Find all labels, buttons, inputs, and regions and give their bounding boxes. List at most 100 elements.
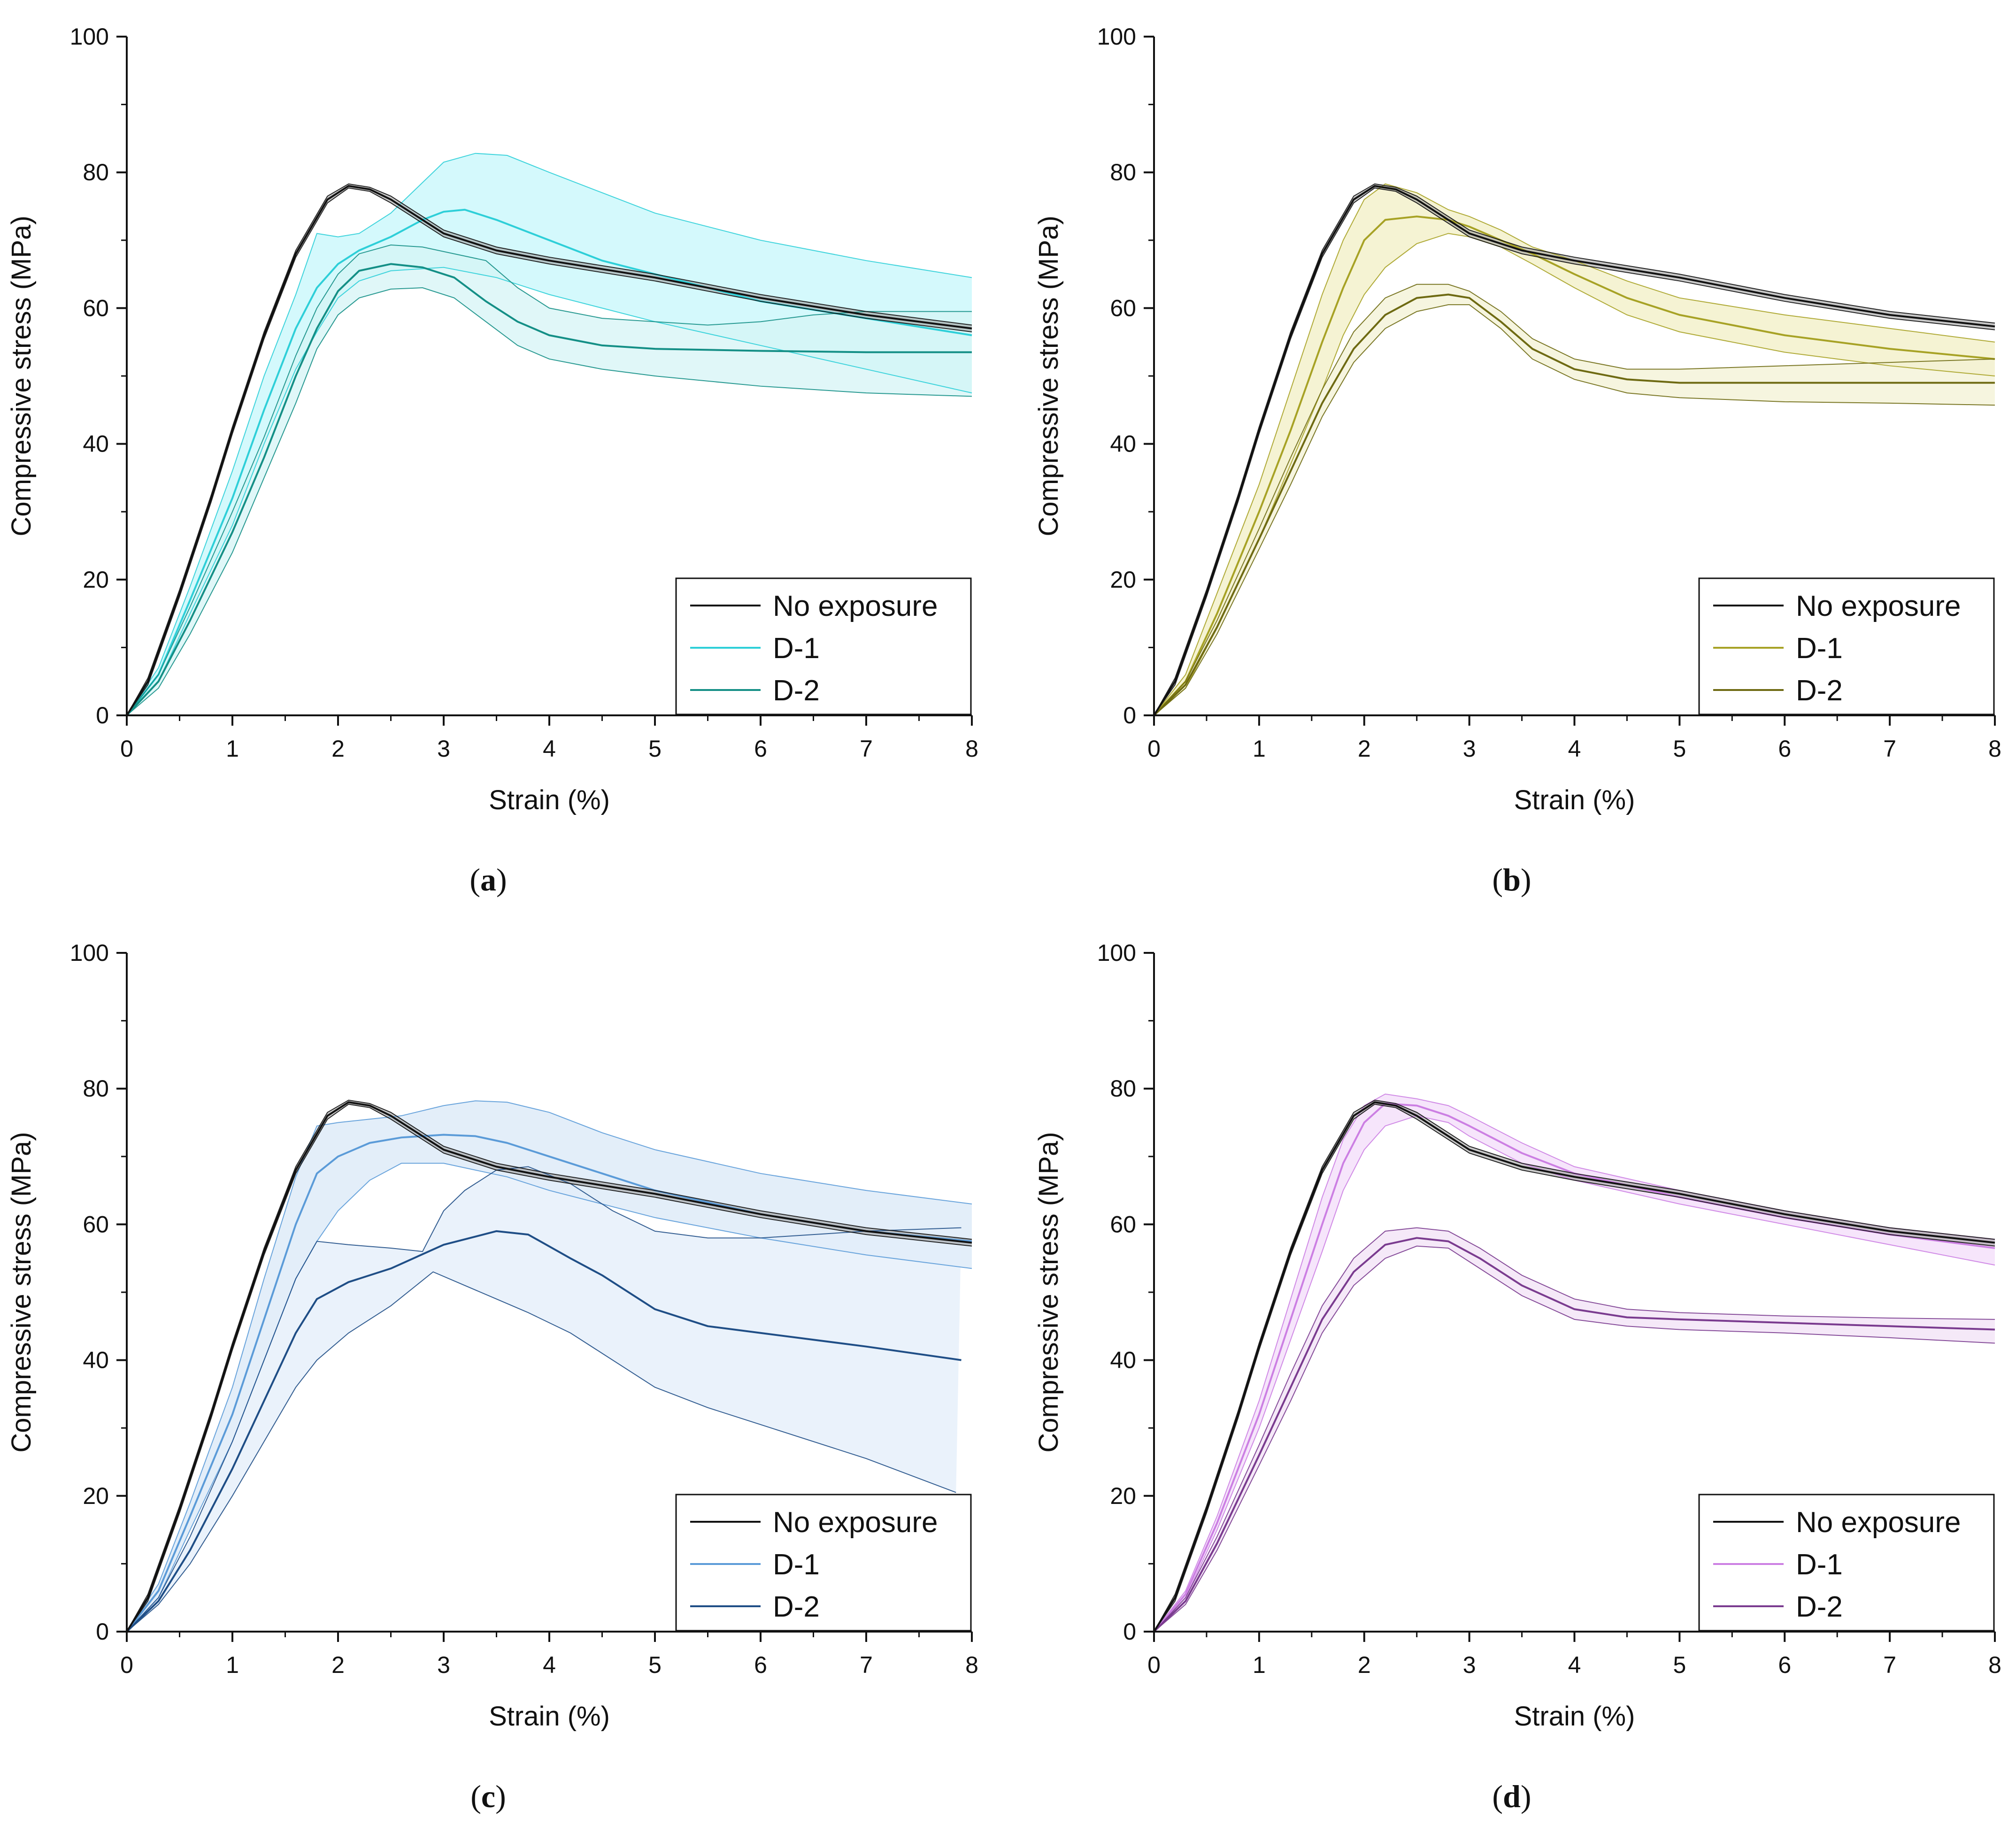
band-d-1-b [1154, 184, 1995, 716]
series-line-no-exposure-b [1153, 185, 1995, 716]
x-tick-label-c-5: 5 [648, 1652, 662, 1678]
x-tick-label-c-6: 6 [754, 1652, 767, 1678]
legend-label-d-1-d: D-1 [1796, 1549, 1843, 1581]
legend-label-d-2-a: D-2 [773, 675, 820, 707]
x-tick-label-a-7: 7 [860, 736, 873, 762]
caption-open-paren: ( [470, 1779, 481, 1814]
x-tick-label-d-4: 4 [1568, 1652, 1581, 1678]
series-line-d-2-d [1153, 1237, 1995, 1633]
band-edge-upper-no-exposure-c [126, 1099, 972, 1632]
x-tick-label-c-1: 1 [226, 1652, 239, 1678]
legend-label-d-1-c: D-1 [773, 1549, 820, 1581]
y-tick-label-b-60: 60 [1110, 295, 1136, 321]
x-tick-label-b-6: 6 [1778, 736, 1791, 762]
caption-open-paren: ( [469, 862, 480, 897]
band-d-2-a [127, 245, 972, 715]
band-edge-upper-d-1-c [126, 1100, 972, 1632]
series-line-no-exposure-c [126, 1101, 972, 1633]
band-d-2-b [1154, 284, 1995, 715]
y-axis-label-b: Compressive stress (MPa) [1033, 215, 1064, 536]
y-axis-label-a: Compressive stress (MPa) [6, 215, 37, 536]
band-edge-lower-d-2-b [1154, 304, 1995, 716]
x-tick-label-d-2: 2 [1358, 1652, 1371, 1678]
x-axis-label-c: Strain (%) [489, 1701, 610, 1732]
caption-letter: c [481, 1779, 495, 1814]
panel-caption-b: (b) [1492, 862, 1531, 897]
legend-a: No exposure D-1 D-2 [675, 577, 972, 715]
legend-label-d-2-b: D-2 [1796, 675, 1843, 707]
x-tick-label-b-0: 0 [1147, 736, 1161, 762]
series-line-d-2-a [126, 263, 972, 716]
y-tick-label-b-40: 40 [1110, 431, 1136, 457]
x-tick-label-b-8: 8 [1988, 736, 2001, 762]
legend-label-d-2-d: D-2 [1796, 1591, 1843, 1623]
x-tick-label-d-8: 8 [1988, 1652, 2001, 1678]
panel-caption-d: (d) [1492, 1779, 1531, 1814]
band-edge-lower-d-1-d [1154, 1115, 1995, 1632]
y-tick-label-b-0: 0 [1123, 702, 1136, 728]
caption-close-paren: ) [495, 1779, 506, 1814]
y-tick-label-d-100: 100 [1097, 940, 1136, 966]
y-tick-label-c-20: 20 [83, 1483, 109, 1509]
x-tick-label-c-8: 8 [965, 1652, 978, 1678]
band-edge-upper-d-1-b [1154, 183, 1995, 716]
x-tick-label-b-3: 3 [1463, 736, 1476, 762]
caption-close-paren: ) [1521, 1779, 1531, 1814]
x-tick-label-b-2: 2 [1358, 736, 1371, 762]
band-edge-lower-d-2-a [126, 287, 972, 716]
band-edge-lower-no-exposure-c [126, 1104, 972, 1632]
y-tick-label-d-0: 0 [1123, 1618, 1136, 1645]
y-tick-label-a-100: 100 [70, 23, 109, 50]
series-line-no-exposure-d [1153, 1101, 1995, 1633]
caption-letter: a [480, 862, 496, 897]
y-tick-label-c-0: 0 [96, 1618, 109, 1645]
legend-c: No exposure D-1 D-2 [675, 1494, 972, 1632]
caption-letter: b [1503, 862, 1521, 897]
y-tick-label-a-20: 20 [83, 567, 109, 593]
y-tick-label-b-80: 80 [1110, 159, 1136, 185]
x-tick-label-d-6: 6 [1778, 1652, 1791, 1678]
band-edge-upper-no-exposure-d [1154, 1099, 1995, 1632]
caption-open-paren: ( [1492, 1779, 1503, 1814]
y-tick-label-d-80: 80 [1110, 1075, 1136, 1102]
caption-open-paren: ( [1492, 862, 1503, 897]
x-tick-label-a-2: 2 [331, 736, 345, 762]
y-tick-label-d-40: 40 [1110, 1347, 1136, 1373]
x-tick-label-b-5: 5 [1673, 736, 1686, 762]
x-axis-label-a: Strain (%) [489, 785, 610, 815]
legend-label-no-exposure-a: No exposure [773, 590, 938, 622]
band-edge-upper-d-2-a [126, 244, 972, 716]
band-d-1-c [127, 1101, 972, 1632]
legend-label-no-exposure-b: No exposure [1796, 590, 1961, 622]
series-line-d-2-c [126, 1230, 962, 1633]
x-tick-label-a-4: 4 [543, 736, 556, 762]
band-edge-lower-no-exposure-d [1154, 1104, 1995, 1632]
legend-label-d-1-a: D-1 [773, 632, 820, 665]
legend-box-b [1698, 577, 1995, 715]
x-tick-label-a-6: 6 [754, 736, 767, 762]
y-tick-label-a-0: 0 [96, 702, 109, 728]
panel-caption-c: (c) [470, 1779, 506, 1814]
panel-caption-a: (a) [469, 862, 507, 897]
x-tick-label-c-0: 0 [120, 1652, 133, 1678]
band-edge-lower-d-2-d [1154, 1245, 1995, 1632]
y-tick-label-c-100: 100 [70, 940, 109, 966]
x-axis-label-d: Strain (%) [1514, 1701, 1635, 1732]
series-line-d-1-b [1153, 215, 1995, 716]
legend-box-d [1698, 1494, 1995, 1632]
x-tick-label-c-2: 2 [331, 1652, 345, 1678]
y-tick-label-d-20: 20 [1110, 1483, 1136, 1509]
band-edge-upper-d-2-c [126, 1166, 962, 1632]
y-axis-label-c: Compressive stress (MPa) [6, 1132, 37, 1452]
x-tick-label-a-3: 3 [437, 736, 450, 762]
series-line-no-exposure-a [126, 185, 972, 716]
x-tick-label-d-7: 7 [1883, 1652, 1896, 1678]
x-tick-label-b-7: 7 [1883, 736, 1896, 762]
band-edge-lower-no-exposure-a [126, 187, 972, 716]
y-tick-label-b-100: 100 [1097, 23, 1136, 50]
y-tick-label-c-40: 40 [83, 1347, 109, 1373]
caption-letter: d [1503, 1779, 1521, 1814]
